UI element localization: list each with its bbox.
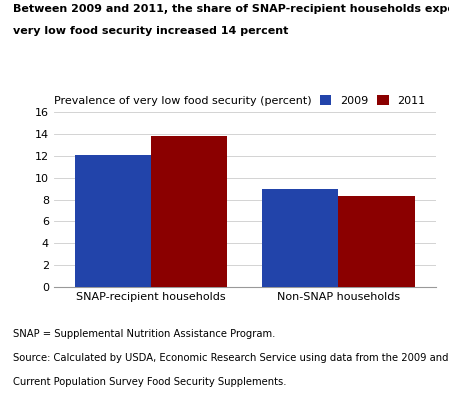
Text: Between 2009 and 2011, the share of SNAP-recipient households experiencing: Between 2009 and 2011, the share of SNAP… <box>13 4 449 14</box>
Text: Current Population Survey Food Security Supplements.: Current Population Survey Food Security … <box>13 377 287 387</box>
Text: very low food security increased 14 percent: very low food security increased 14 perc… <box>13 26 289 36</box>
Text: SNAP = Supplemental Nutrition Assistance Program.: SNAP = Supplemental Nutrition Assistance… <box>13 329 276 339</box>
Bar <box>339 196 415 287</box>
Legend: 2009, 2011: 2009, 2011 <box>316 91 430 111</box>
Text: Prevalence of very low food security (percent): Prevalence of very low food security (pe… <box>54 96 312 106</box>
Text: Source: Calculated by USDA, Economic Research Service using data from the 2009 a: Source: Calculated by USDA, Economic Res… <box>13 353 449 363</box>
Bar <box>75 154 151 287</box>
Bar <box>151 136 227 287</box>
Bar <box>262 189 339 287</box>
